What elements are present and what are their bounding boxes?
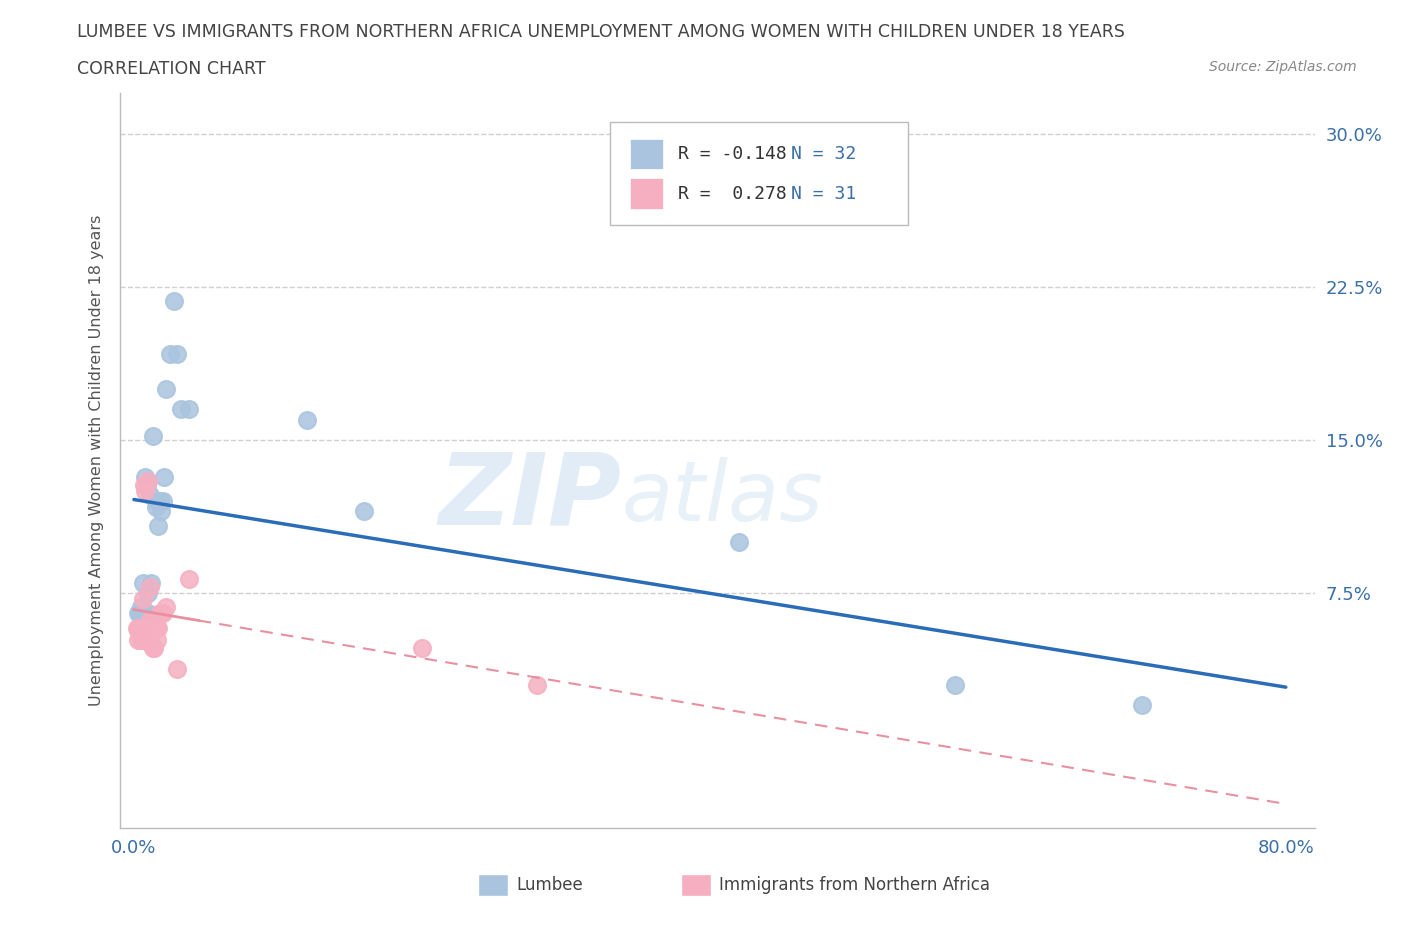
Point xyxy=(134,606,156,621)
Point xyxy=(134,470,156,485)
Point xyxy=(131,606,153,621)
FancyBboxPatch shape xyxy=(610,123,908,225)
Bar xyxy=(630,139,664,169)
Point xyxy=(177,571,200,586)
Text: atlas: atlas xyxy=(621,457,823,538)
Point xyxy=(141,576,163,591)
Point xyxy=(295,412,318,427)
Point xyxy=(146,494,169,509)
Point xyxy=(526,677,548,692)
Text: ZIP: ZIP xyxy=(439,448,621,546)
Point xyxy=(149,606,172,621)
Point xyxy=(1130,698,1153,712)
Point xyxy=(145,620,167,635)
Point xyxy=(152,606,174,621)
Point xyxy=(148,518,170,533)
Point xyxy=(131,632,153,647)
Point xyxy=(127,632,149,647)
Point xyxy=(135,477,157,492)
Point xyxy=(148,620,170,635)
Text: R = -0.148: R = -0.148 xyxy=(678,145,786,163)
Point xyxy=(943,677,966,692)
Point xyxy=(128,620,150,635)
Point xyxy=(134,484,156,498)
Point xyxy=(132,477,155,492)
Bar xyxy=(630,179,664,209)
Point xyxy=(153,470,176,485)
Point xyxy=(132,620,155,635)
Point xyxy=(128,606,150,621)
Text: LUMBEE VS IMMIGRANTS FROM NORTHERN AFRICA UNEMPLOYMENT AMONG WOMEN WITH CHILDREN: LUMBEE VS IMMIGRANTS FROM NORTHERN AFRIC… xyxy=(77,23,1125,41)
Point xyxy=(411,641,433,656)
Point xyxy=(727,535,749,550)
Text: Source: ZipAtlas.com: Source: ZipAtlas.com xyxy=(1209,60,1357,74)
Point xyxy=(145,499,167,514)
Point xyxy=(136,586,159,601)
Text: Lumbee: Lumbee xyxy=(516,876,583,894)
Text: R =  0.278: R = 0.278 xyxy=(678,185,786,203)
Point xyxy=(143,641,166,656)
Point xyxy=(142,641,165,656)
Point xyxy=(131,591,153,606)
Text: N = 32: N = 32 xyxy=(792,145,856,163)
Point xyxy=(136,622,159,637)
Point xyxy=(150,504,173,519)
Y-axis label: Unemployment Among Women with Children Under 18 years: Unemployment Among Women with Children U… xyxy=(89,215,104,706)
Bar xyxy=(478,874,508,896)
Point xyxy=(136,473,159,488)
Point xyxy=(146,632,169,647)
Point xyxy=(125,620,148,635)
Point xyxy=(170,402,193,417)
Point xyxy=(159,347,181,362)
Point xyxy=(353,504,375,519)
Point xyxy=(127,606,149,621)
Point xyxy=(142,429,165,444)
Point xyxy=(127,622,149,637)
Point xyxy=(139,612,162,627)
Point xyxy=(155,600,177,615)
Point xyxy=(141,612,163,627)
Point xyxy=(128,627,150,642)
Point xyxy=(149,494,172,509)
Point xyxy=(129,620,152,635)
Point xyxy=(166,347,188,362)
Point xyxy=(152,494,174,509)
Point xyxy=(139,487,162,502)
Point xyxy=(141,637,163,652)
Point xyxy=(166,661,188,676)
Point xyxy=(163,294,186,309)
Point xyxy=(177,402,200,417)
Point xyxy=(155,381,177,396)
Point xyxy=(136,606,159,621)
Text: CORRELATION CHART: CORRELATION CHART xyxy=(77,60,266,78)
Point xyxy=(132,606,155,621)
Point xyxy=(135,632,157,647)
Point xyxy=(131,576,153,591)
Point xyxy=(139,579,162,594)
Text: N = 31: N = 31 xyxy=(792,185,856,203)
Point xyxy=(129,632,152,647)
Bar xyxy=(682,874,711,896)
Text: Immigrants from Northern Africa: Immigrants from Northern Africa xyxy=(720,876,990,894)
Point xyxy=(129,600,152,615)
